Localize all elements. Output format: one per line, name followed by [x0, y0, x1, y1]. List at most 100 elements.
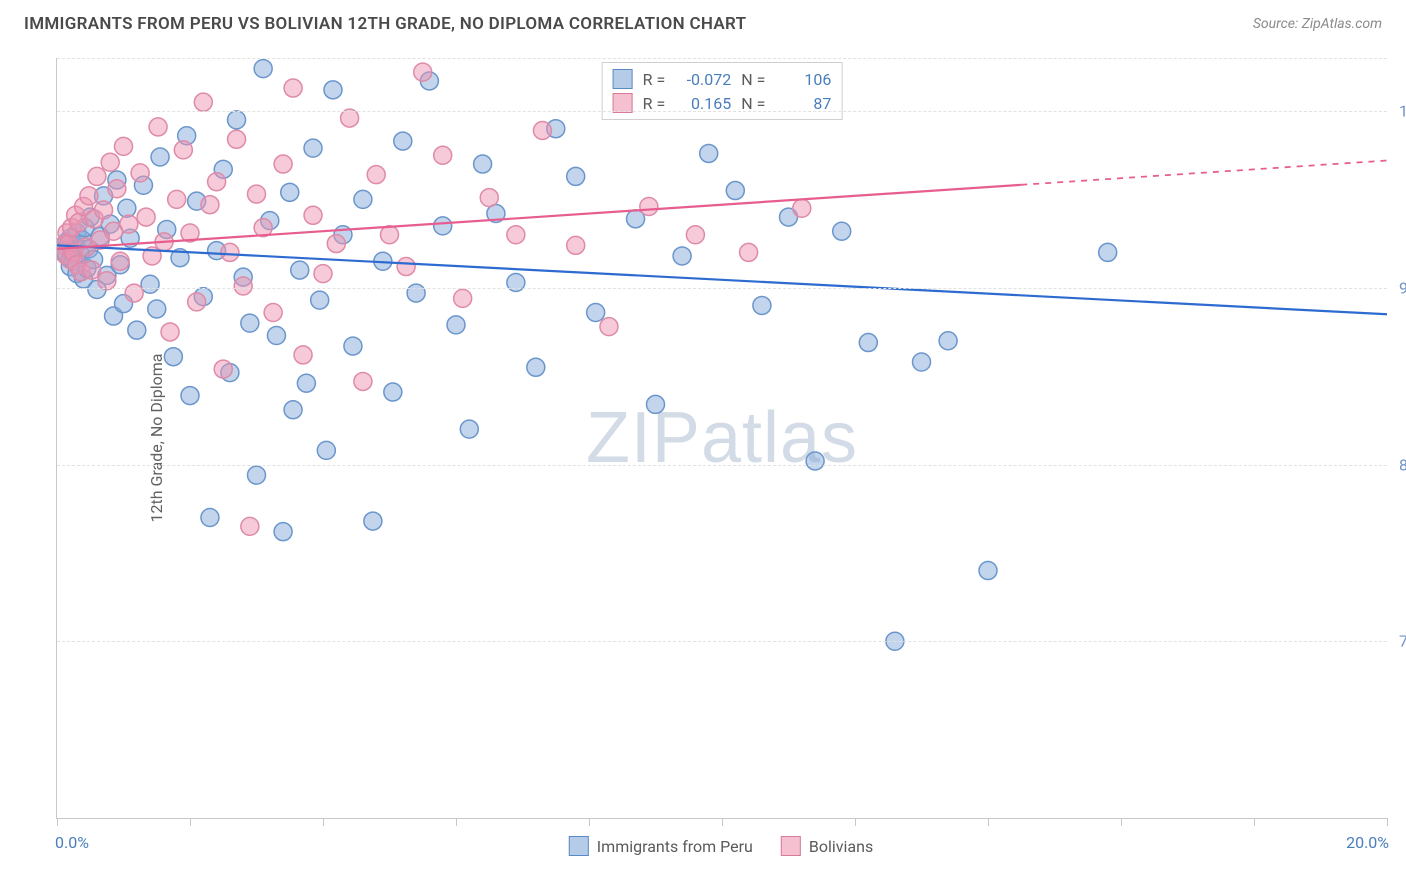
- scatter-point: [753, 296, 771, 314]
- scatter-point: [188, 293, 206, 311]
- gridline-h: [57, 465, 1387, 466]
- scatter-point: [214, 360, 232, 378]
- scatter-point: [148, 300, 166, 318]
- scatter-point: [304, 139, 322, 157]
- scatter-point: [88, 167, 106, 185]
- scatter-point: [939, 332, 957, 350]
- y-tick-label: 80.0%: [1391, 455, 1406, 474]
- stats-n-value-bolivia: 87: [775, 94, 831, 113]
- chart-title: IMMIGRANTS FROM PERU VS BOLIVIAN 12TH GR…: [24, 14, 746, 34]
- scatter-point: [284, 79, 302, 97]
- gridline-h: [57, 288, 1387, 289]
- stats-r-label: R =: [643, 70, 666, 89]
- scatter-point: [297, 374, 315, 392]
- stats-r-value-bolivia: 0.165: [675, 94, 731, 113]
- scatter-point: [281, 183, 299, 201]
- scatter-point: [221, 243, 239, 261]
- x-start-label: 0.0%: [55, 833, 89, 852]
- scatter-point: [291, 261, 309, 279]
- scatter-point: [234, 277, 252, 295]
- scatter-point: [108, 180, 126, 198]
- scatter-svg: [57, 58, 1387, 818]
- scatter-point: [131, 164, 149, 182]
- swatch-pink-icon: [781, 836, 801, 856]
- scatter-point: [740, 243, 758, 261]
- plot-wrap: 12th Grade, No Diploma ZIPatlas R = -0.0…: [56, 58, 1386, 818]
- x-tick: [988, 818, 989, 826]
- scatter-point: [304, 206, 322, 224]
- scatter-point: [354, 190, 372, 208]
- scatter-point: [161, 323, 179, 341]
- scatter-point: [364, 512, 382, 530]
- scatter-point: [384, 383, 402, 401]
- scatter-point: [128, 321, 146, 339]
- scatter-point: [274, 155, 292, 173]
- scatter-point: [806, 452, 824, 470]
- scatter-point: [83, 261, 101, 279]
- scatter-point: [480, 189, 498, 207]
- scatter-point: [640, 197, 658, 215]
- y-tick-label: 70.0%: [1391, 632, 1406, 651]
- scatter-point: [673, 247, 691, 265]
- chart-source: Source: ZipAtlas.com: [1253, 16, 1382, 32]
- stats-n-label: N =: [741, 70, 765, 89]
- scatter-point: [141, 275, 159, 293]
- scatter-point: [314, 265, 332, 283]
- x-tick: [323, 818, 324, 826]
- scatter-point: [311, 291, 329, 309]
- scatter-point: [228, 111, 246, 129]
- scatter-point: [118, 199, 136, 217]
- stats-r-value-peru: -0.072: [675, 70, 731, 89]
- scatter-point: [125, 284, 143, 302]
- scatter-point: [174, 141, 192, 159]
- scatter-point: [274, 523, 292, 541]
- x-end-label: 20.0%: [1346, 833, 1389, 852]
- scatter-point: [447, 316, 465, 334]
- scatter-point: [1099, 243, 1117, 261]
- scatter-point: [201, 196, 219, 214]
- stats-n-value-peru: 106: [775, 70, 831, 89]
- legend-label: Immigrants from Peru: [597, 837, 753, 856]
- scatter-point: [354, 372, 372, 390]
- scatter-point: [700, 144, 718, 162]
- scatter-point: [434, 217, 452, 235]
- scatter-point: [95, 201, 113, 219]
- scatter-point: [454, 289, 472, 307]
- scatter-point: [587, 304, 605, 322]
- scatter-point: [686, 226, 704, 244]
- scatter-point: [248, 185, 266, 203]
- scatter-point: [168, 190, 186, 208]
- scatter-point: [407, 284, 425, 302]
- scatter-point: [567, 236, 585, 254]
- regression-line: [57, 245, 1387, 314]
- scatter-point: [979, 562, 997, 580]
- scatter-point: [344, 337, 362, 355]
- scatter-point: [833, 222, 851, 240]
- stats-r-label: R =: [643, 94, 666, 113]
- y-tick-label: 100.0%: [1391, 102, 1406, 121]
- scatter-point: [151, 148, 169, 166]
- scatter-point: [228, 130, 246, 148]
- legend-item-peru: Immigrants from Peru: [569, 836, 753, 856]
- scatter-point: [567, 167, 585, 185]
- scatter-point: [600, 318, 618, 336]
- scatter-point: [294, 346, 312, 364]
- x-tick: [57, 818, 58, 826]
- scatter-point: [115, 137, 133, 155]
- scatter-point: [460, 420, 478, 438]
- y-tick-label: 90.0%: [1391, 278, 1406, 297]
- x-tick: [855, 818, 856, 826]
- scatter-point: [507, 226, 525, 244]
- x-tick: [1387, 818, 1388, 826]
- scatter-point: [241, 314, 259, 332]
- scatter-point: [381, 226, 399, 244]
- scatter-point: [264, 304, 282, 322]
- x-tick: [589, 818, 590, 826]
- swatch-pink-icon: [613, 93, 633, 113]
- stats-n-label: N =: [741, 94, 765, 113]
- scatter-point: [248, 466, 266, 484]
- legend-item-bolivia: Bolivians: [781, 836, 873, 856]
- swatch-blue-icon: [613, 69, 633, 89]
- x-tick: [1254, 818, 1255, 826]
- legend-label: Bolivians: [809, 837, 873, 856]
